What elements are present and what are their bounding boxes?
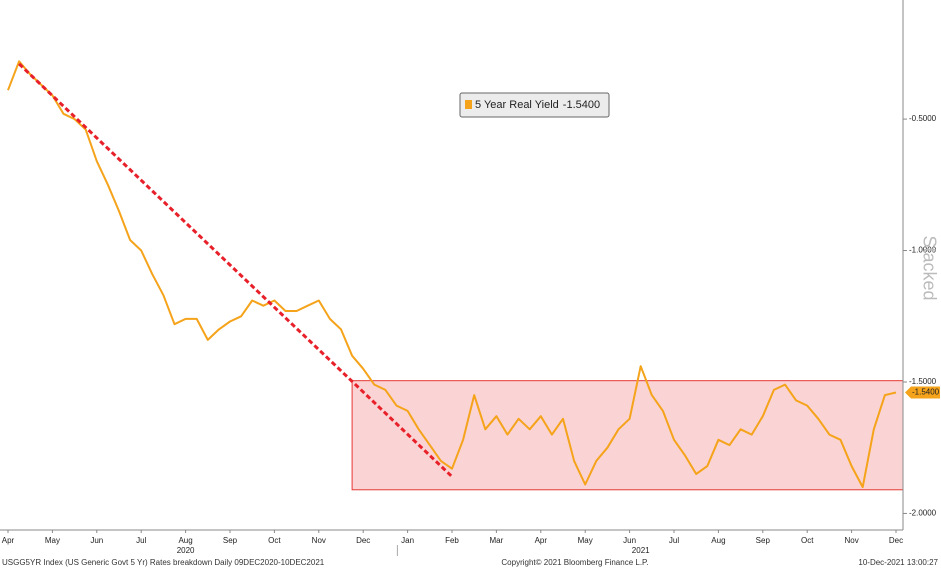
- x-tick-label: Jun: [90, 536, 103, 545]
- x-tick-label: Mar: [490, 536, 504, 545]
- x-tick-label: Oct: [801, 536, 814, 545]
- x-tick-label: Aug: [711, 536, 725, 545]
- footer-left: USGG5YR Index (US Generic Govt 5 Yr) Rat…: [2, 558, 325, 567]
- x-tick-label: Jun: [623, 536, 636, 545]
- x-tick-label: Dec: [356, 536, 370, 545]
- last-value-label: -1.5400: [912, 388, 940, 397]
- x-tick-label: Apr: [535, 536, 548, 545]
- x-tick-label: Aug: [178, 536, 192, 545]
- x-tick-label: Sep: [756, 536, 771, 545]
- x-tick-label: Nov: [312, 536, 326, 545]
- trendline: [18, 62, 454, 478]
- x-tick-label: Oct: [268, 536, 281, 545]
- legend-swatch: [465, 100, 472, 109]
- x-tick-label: Sep: [223, 536, 238, 545]
- x-tick-label: May: [45, 536, 60, 545]
- series-line: [7, 60, 897, 489]
- year-label: 2020: [177, 546, 195, 555]
- legend-value: -1.5400: [563, 99, 600, 111]
- y-tick-label: -2.0000: [909, 509, 937, 518]
- last-value-tag: [905, 386, 940, 399]
- x-tick-label: Feb: [445, 536, 459, 545]
- x-tick-label: Jul: [669, 536, 679, 545]
- year-label: 2021: [632, 546, 650, 555]
- legend-name: 5 Year Real Yield: [475, 99, 559, 111]
- range-band: [351, 380, 904, 491]
- x-tick-label: May: [578, 536, 593, 545]
- x-tick-label: Dec: [889, 536, 903, 545]
- legend-box: [459, 92, 610, 118]
- y-tick-label: -1.0000: [909, 246, 937, 255]
- x-tick-label: Apr: [2, 536, 15, 545]
- y-tick-label: -0.5000: [909, 114, 937, 123]
- watermark: Stacked: [919, 235, 939, 300]
- y-tick-label: -1.5000: [909, 377, 937, 386]
- footer-center: Copyright© 2021 Bloomberg Finance L.P.: [501, 558, 648, 567]
- x-tick-label: Nov: [844, 536, 858, 545]
- legend-text: 5 Year Real Yield -1.5400: [475, 99, 600, 111]
- footer-right: 10-Dec-2021 13:00:27: [858, 558, 938, 567]
- x-tick-label: Jan: [401, 536, 414, 545]
- x-tick-label: Jul: [136, 536, 146, 545]
